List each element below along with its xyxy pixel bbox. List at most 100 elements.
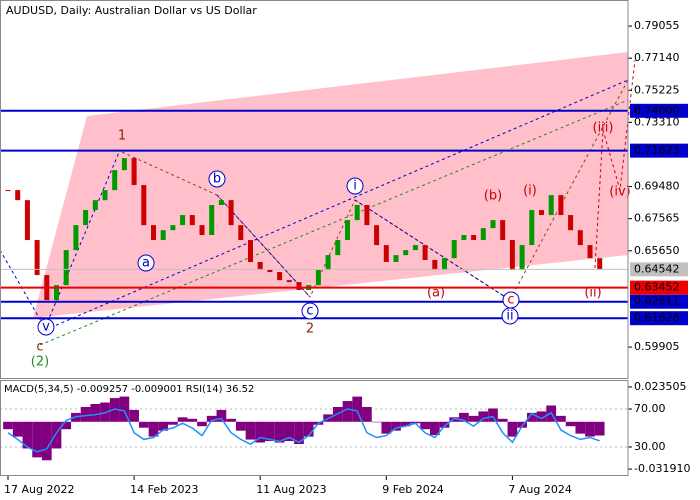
candle bbox=[577, 230, 583, 246]
wave-label: c bbox=[306, 304, 313, 319]
macd-bar bbox=[517, 421, 527, 428]
candle bbox=[218, 200, 224, 206]
macd-bar bbox=[41, 421, 52, 461]
channel bbox=[33, 52, 628, 318]
candle bbox=[63, 250, 69, 286]
macd-bar bbox=[109, 398, 120, 422]
level-label: 0.71623 bbox=[634, 144, 680, 157]
candle bbox=[471, 235, 477, 241]
candle bbox=[480, 228, 486, 241]
wave-label: (i) bbox=[523, 184, 537, 199]
wave-label: i bbox=[353, 179, 357, 194]
macd-bar bbox=[468, 415, 479, 422]
macd-bar bbox=[459, 412, 469, 422]
candle bbox=[228, 200, 234, 226]
y-tick-label: 0.77140 bbox=[634, 51, 680, 64]
indicator-title: MACD(5,34,5) -0.009257 -0.009001 RSI(14)… bbox=[4, 384, 254, 395]
macd-bar bbox=[594, 421, 605, 436]
macd-bar bbox=[61, 421, 72, 430]
level-label-box bbox=[630, 294, 688, 309]
x-tick-label: 9 Feb 2024 bbox=[382, 483, 443, 496]
candle bbox=[170, 225, 176, 231]
wave-label: (b) bbox=[484, 189, 502, 204]
candle bbox=[315, 270, 321, 286]
macd-bar bbox=[119, 396, 130, 422]
macd-bar bbox=[168, 421, 178, 425]
candle bbox=[345, 220, 350, 241]
candle bbox=[558, 195, 564, 216]
candle bbox=[403, 250, 409, 256]
candle bbox=[189, 215, 195, 226]
level-label: 0.61628 bbox=[634, 311, 680, 324]
macd-bar bbox=[187, 418, 198, 422]
x-tick-label: 7 Aug 2024 bbox=[508, 483, 571, 496]
y-tick-label: 0.023505 bbox=[634, 380, 687, 393]
macd-bar bbox=[90, 404, 101, 422]
candle bbox=[500, 220, 506, 241]
macd-bar bbox=[526, 412, 537, 422]
y-tick-label: 30.00 bbox=[634, 440, 666, 453]
y-tick-label: 0.65650 bbox=[634, 244, 680, 257]
macd-bar bbox=[12, 421, 23, 437]
grid bbox=[0, 25, 632, 480]
candle bbox=[529, 210, 535, 246]
macd-bar bbox=[556, 415, 566, 422]
candle bbox=[248, 240, 253, 263]
candle bbox=[432, 259, 438, 271]
candle bbox=[160, 230, 166, 241]
wave-labels: 1 (2) c v a b c 2 i (a) (b) (i) c ii (ii… bbox=[31, 121, 631, 370]
macd-bar bbox=[400, 421, 411, 427]
candle bbox=[325, 255, 331, 271]
level-label-box bbox=[630, 143, 688, 158]
price-frame bbox=[0, 0, 629, 379]
macd-bar bbox=[420, 421, 430, 430]
level-label: 0.62611 bbox=[634, 295, 680, 308]
candle bbox=[354, 205, 360, 221]
candle bbox=[286, 280, 292, 283]
macd-bar bbox=[342, 401, 353, 422]
macd-bar bbox=[439, 421, 450, 428]
macd-bar bbox=[371, 421, 382, 423]
level-label: 0.63452 bbox=[634, 281, 680, 294]
candle bbox=[539, 210, 544, 216]
macd-bar bbox=[565, 421, 576, 427]
candle bbox=[509, 240, 515, 271]
level-label-box bbox=[630, 103, 688, 118]
indicator-frame bbox=[0, 380, 629, 476]
candle bbox=[519, 245, 525, 271]
macd-bar bbox=[255, 421, 266, 443]
candle bbox=[199, 225, 205, 236]
candle bbox=[451, 240, 457, 259]
wave-label: (iv) bbox=[609, 185, 630, 200]
candle bbox=[112, 170, 118, 191]
wave-label: (ii) bbox=[584, 286, 601, 301]
macd-bar bbox=[32, 421, 42, 458]
y-tick-label: 0.73310 bbox=[634, 115, 680, 128]
candle bbox=[461, 235, 467, 241]
candle bbox=[34, 240, 40, 276]
level-label-box bbox=[630, 262, 688, 277]
wave-label: (2) bbox=[31, 355, 49, 370]
wave-label: c bbox=[36, 340, 43, 355]
marks bbox=[0, 109, 628, 461]
wave-label: v bbox=[42, 320, 50, 335]
macd-bar bbox=[381, 421, 392, 434]
macd-bar bbox=[197, 421, 207, 427]
macd-bar bbox=[177, 417, 188, 422]
macd-bar bbox=[507, 421, 518, 437]
candle bbox=[238, 225, 244, 241]
candle bbox=[364, 205, 370, 226]
wave-label: 1 bbox=[118, 129, 126, 144]
candle bbox=[587, 245, 593, 259]
candle bbox=[92, 200, 98, 211]
candle bbox=[412, 245, 418, 251]
macd-bar bbox=[352, 396, 363, 422]
candle bbox=[15, 190, 21, 201]
candle bbox=[548, 195, 554, 216]
candle bbox=[383, 245, 389, 263]
macd-bar bbox=[226, 418, 236, 422]
candle bbox=[568, 215, 574, 231]
macd-bar bbox=[51, 421, 62, 449]
candle bbox=[5, 190, 11, 192]
